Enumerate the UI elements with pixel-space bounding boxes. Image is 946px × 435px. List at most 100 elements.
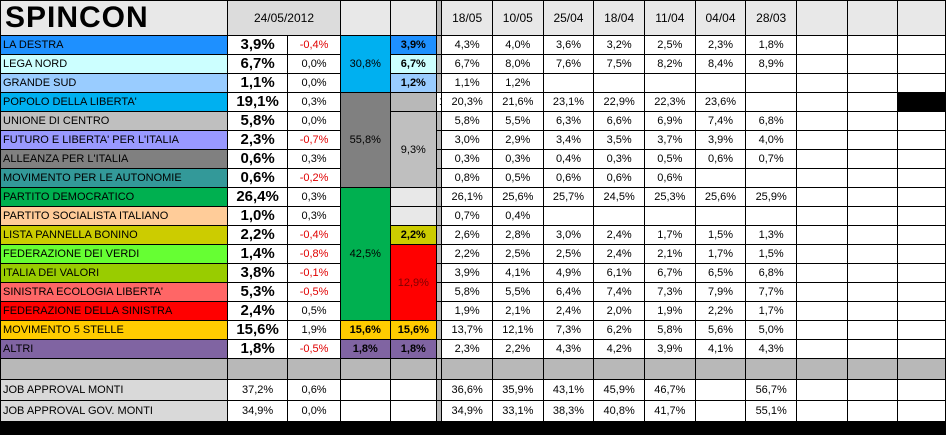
party-change: 1,9%: [287, 320, 341, 340]
empty-cell: [796, 130, 848, 150]
history-value: [694, 73, 747, 93]
history-value: 18,8%: [436, 92, 443, 112]
empty-cell: [796, 35, 848, 55]
history-value: 1,9%: [441, 301, 493, 321]
history-date-0: 18/05: [441, 0, 493, 36]
history-date-6: 28/03: [745, 0, 797, 36]
party-share: 1,2%: [389, 73, 438, 93]
separator-cell: [542, 358, 595, 380]
separator-cell: [287, 358, 341, 380]
separator-cell: [897, 358, 946, 380]
history-value: 1,8%: [745, 35, 797, 55]
empty-cell: [846, 111, 899, 131]
history-value: 2,2%: [441, 244, 493, 264]
empty-cell: [897, 54, 946, 74]
party-row: PARTITO SOCIALISTA ITALIANO 1,0% 0,3% 0,7% 0…: [0, 206, 946, 226]
history-value: 0,6%: [542, 168, 595, 188]
empty-cell: [389, 400, 438, 422]
coalition-header: [339, 0, 391, 36]
party-value: 3,9%: [226, 35, 289, 55]
coalition-sinistra: 12,9%: [389, 244, 438, 321]
party-change: -0,5%: [287, 282, 341, 302]
history-value: 33,1%: [491, 400, 544, 422]
empty-cell: [846, 35, 899, 55]
party-value: 1,4%: [226, 244, 289, 264]
empty-cell: [846, 168, 899, 188]
history-date-3: 18/04: [593, 0, 645, 36]
history-value: [593, 73, 645, 93]
party-change: -0,1%: [287, 263, 341, 283]
history-value: 6,2%: [593, 320, 645, 340]
history-value: [694, 379, 747, 401]
history-value: [694, 400, 747, 422]
separator-cell: [694, 358, 747, 380]
history-value: 23,1%: [542, 92, 595, 112]
history-value: 0,3%: [441, 149, 493, 169]
empty-cell: [846, 400, 899, 422]
poll-date: 24/05/2012: [227, 0, 341, 36]
empty-cell: [897, 187, 946, 207]
empty-cell: [796, 320, 848, 340]
history-value: 5,8%: [441, 282, 493, 302]
party-name: PARTITO SOCIALISTA ITALIANO: [0, 206, 228, 226]
job-approval-value: 37,2%: [226, 379, 289, 401]
empty-cell: [745, 92, 797, 112]
history-value: [745, 206, 797, 226]
empty-cell: [846, 282, 899, 302]
history-value: 5,0%: [745, 320, 797, 340]
empty-cell: [796, 54, 848, 74]
empty-cell: [897, 206, 946, 226]
party-change: 0,5%: [287, 301, 341, 321]
history-value: 2,1%: [643, 244, 696, 264]
separator-cell: [0, 358, 228, 380]
history-date-2: 25/04: [542, 0, 595, 36]
job-approval-name: JOB APPROVAL GOV. MONTI: [0, 400, 228, 422]
history-value: 56,7%: [745, 379, 797, 401]
history-value: 26,1%: [441, 187, 493, 207]
history-value: 25,6%: [491, 187, 544, 207]
history-value: [542, 206, 595, 226]
empty-cell: [897, 320, 946, 340]
empty-cell: [897, 225, 946, 245]
party-change: 0,0%: [287, 73, 341, 93]
party-row: FEDERAZIONE DEI VERDI 1,4% -0,8% 12,9% 2,2% 2…: [0, 244, 946, 321]
history-value: 5,5%: [491, 282, 544, 302]
history-value: 3,0%: [441, 130, 493, 150]
empty-cell: [796, 187, 848, 207]
party-change: 0,3%: [287, 92, 341, 112]
history-value: [694, 168, 747, 188]
history-value: 4,3%: [745, 339, 797, 359]
history-value: 25,6%: [694, 187, 747, 207]
history-value: 0,6%: [643, 168, 696, 188]
party-value: 2,3%: [226, 130, 289, 150]
history-value: 24,5%: [593, 187, 645, 207]
party-change: -0,4%: [287, 35, 341, 55]
party-change: -0,2%: [287, 168, 341, 188]
history-value: 23,6%: [694, 92, 747, 112]
party-value: 2,4%: [226, 301, 289, 321]
party-name: GRANDE SUD: [0, 73, 228, 93]
empty-cell: [796, 149, 848, 169]
party-name: ALLEANZA PER L'ITALIA: [0, 149, 228, 169]
history-value: 7,4%: [593, 282, 645, 302]
history-value: 0,6%: [694, 149, 747, 169]
history-value: 7,6%: [542, 54, 595, 74]
empty-cell: [897, 301, 946, 321]
empty-cell: [796, 282, 848, 302]
party-row: LISTA PANNELLA BONINO 2,2% -0,4% 2,2% 2,6% 2,…: [0, 225, 946, 245]
job-approval-change: 0,6%: [287, 379, 341, 401]
separator-cell: [593, 358, 645, 380]
history-value: 1,7%: [694, 244, 747, 264]
history-value: 5,8%: [441, 111, 493, 131]
empty-header: [846, 0, 899, 36]
job-approval-row: JOB APPROVAL GOV. MONTI 34,9% 0,0% 34,9% 33,…: [0, 400, 946, 422]
history-value: 3,6%: [542, 35, 595, 55]
history-value: 0,8%: [441, 168, 493, 188]
history-value: 5,5%: [491, 111, 544, 131]
history-value: 6,3%: [542, 111, 595, 131]
history-value: 13,7%: [441, 320, 493, 340]
history-value: 38,3%: [542, 400, 595, 422]
party-name: MOVIMENTO PER LE AUTONOMIE: [0, 168, 228, 188]
empty-cell: [897, 379, 946, 401]
coalition-cdx: 30,8%: [339, 35, 391, 93]
